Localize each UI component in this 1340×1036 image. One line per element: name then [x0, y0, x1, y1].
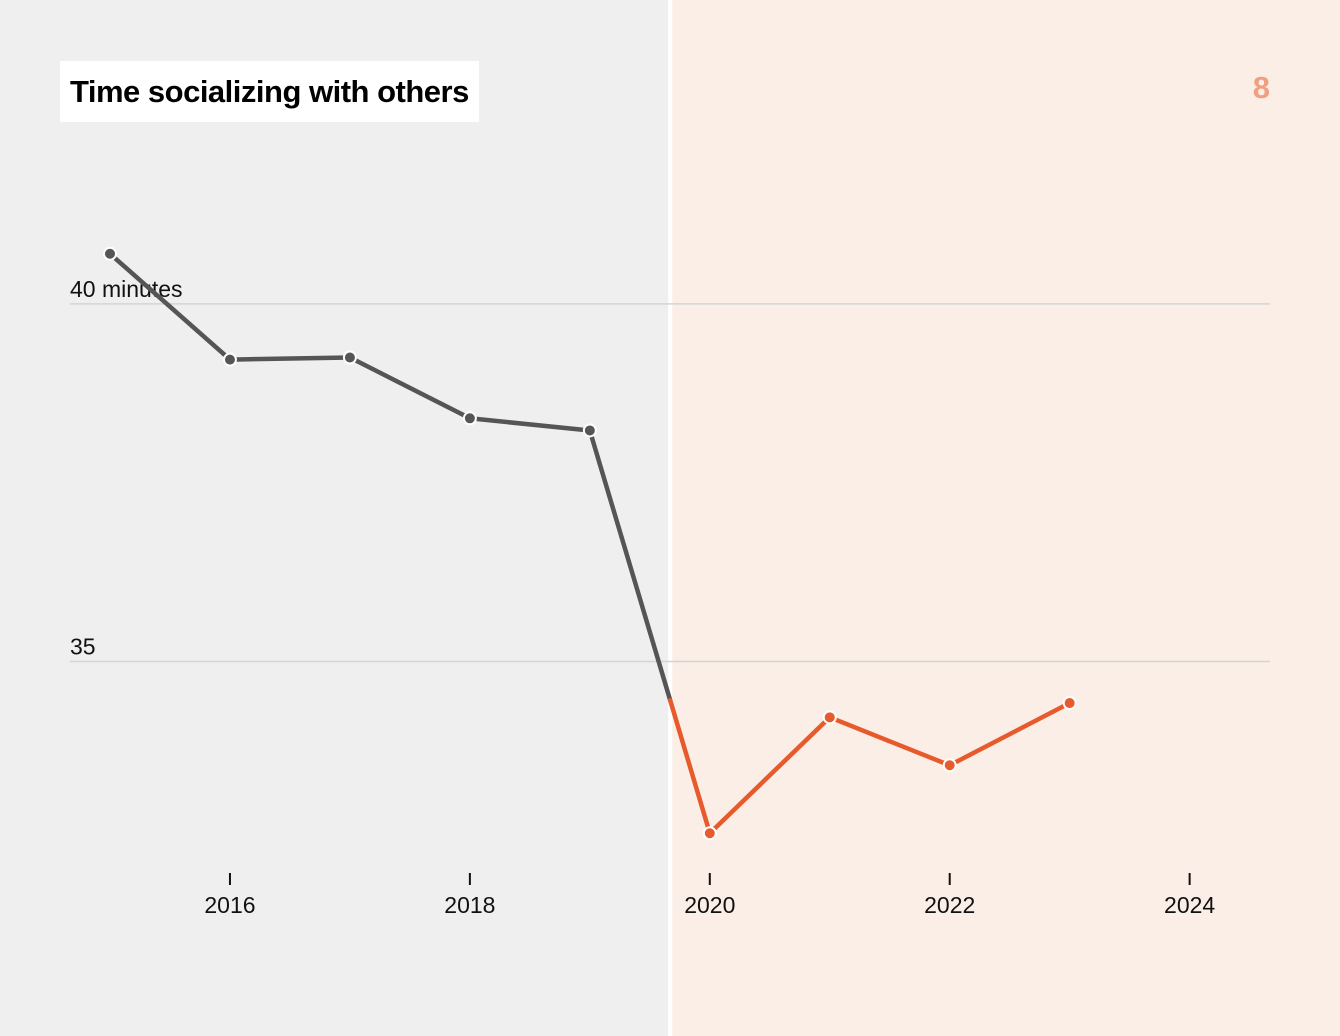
panel-number: 8 — [1252, 70, 1270, 105]
x-tick-label-3: 2022 — [924, 892, 975, 918]
region-divider — [668, 0, 673, 1036]
highlight-region — [670, 0, 1340, 1036]
y-tick-label-1: 35 — [70, 634, 96, 660]
data-point-2017 — [342, 350, 357, 365]
series-line-before — [107, 251, 673, 703]
data-point-2015 — [103, 246, 117, 261]
x-tick-label-4: 2024 — [1164, 892, 1215, 918]
data-point-2021 — [822, 710, 837, 725]
data-point-2016 — [222, 352, 237, 367]
y-tick-label-0: 40 minutes — [70, 276, 183, 302]
data-point-2019 — [582, 423, 597, 438]
x-tick-label-1: 2018 — [444, 892, 495, 918]
x-tick-label-2: 2020 — [684, 892, 735, 918]
chart-title: Time socializing with others — [70, 73, 469, 109]
data-point-2020 — [702, 826, 717, 841]
x-tick-label-0: 2016 — [204, 892, 255, 918]
data-point-2022 — [942, 758, 957, 773]
chart-title-box: Time socializing with others — [60, 61, 479, 122]
data-point-2023 — [1062, 696, 1077, 711]
data-point-2018 — [462, 411, 477, 426]
